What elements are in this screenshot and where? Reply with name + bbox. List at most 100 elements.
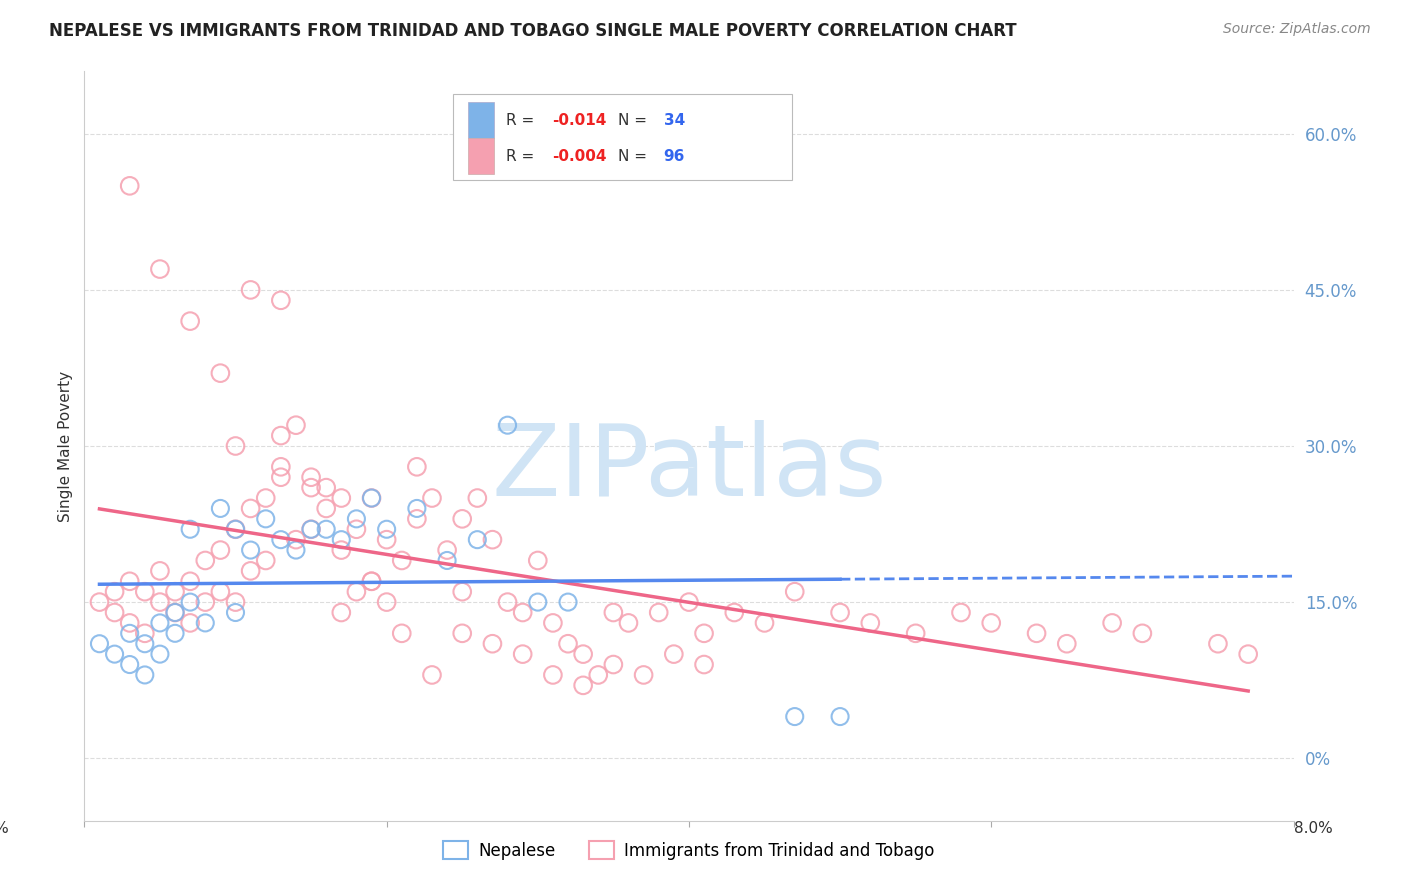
Point [270, 470, 292, 484]
Point [375, 533, 398, 547]
Point [360, 574, 382, 589]
Point [209, 501, 232, 516]
Point [89, 637, 111, 651]
Point [149, 595, 172, 609]
Point [693, 626, 716, 640]
Point [1206, 637, 1229, 651]
Point [315, 481, 337, 495]
Point [754, 615, 776, 630]
Point [134, 668, 156, 682]
Point [950, 606, 973, 620]
Point [285, 533, 308, 547]
Point [209, 584, 232, 599]
Point [89, 595, 111, 609]
Point [830, 606, 852, 620]
Point [436, 543, 458, 558]
Point [315, 501, 337, 516]
Point [693, 657, 716, 672]
Point [904, 626, 927, 640]
Point [330, 533, 353, 547]
Point [330, 491, 353, 505]
Point [134, 637, 156, 651]
Point [678, 595, 700, 609]
Point [194, 595, 217, 609]
Point [391, 626, 413, 640]
Point [165, 626, 187, 640]
Point [270, 533, 292, 547]
Point [149, 262, 172, 277]
Point [360, 491, 382, 505]
Point [451, 512, 474, 526]
FancyBboxPatch shape [468, 138, 495, 174]
Point [299, 522, 322, 536]
Point [299, 470, 322, 484]
Point [118, 657, 141, 672]
Text: 34: 34 [664, 112, 685, 128]
Point [149, 647, 172, 661]
Point [165, 606, 187, 620]
Point [134, 584, 156, 599]
Point [467, 491, 489, 505]
Point [451, 626, 474, 640]
Point [648, 606, 671, 620]
Point [527, 553, 550, 567]
Point [179, 522, 201, 536]
Point [179, 615, 201, 630]
Point [1132, 626, 1154, 640]
Point [270, 428, 292, 442]
Point [149, 564, 172, 578]
Point [149, 615, 172, 630]
Point [118, 178, 141, 193]
Point [481, 637, 503, 651]
Point [209, 543, 232, 558]
Point [225, 606, 247, 620]
Point [541, 615, 564, 630]
Point [118, 574, 141, 589]
Point [467, 533, 489, 547]
Point [451, 584, 474, 599]
Text: Source: ZipAtlas.com: Source: ZipAtlas.com [1223, 22, 1371, 37]
Point [346, 584, 368, 599]
Point [254, 512, 277, 526]
Point [617, 615, 640, 630]
Point [315, 522, 337, 536]
Point [1056, 637, 1078, 651]
Point [830, 709, 852, 723]
Point [299, 522, 322, 536]
Text: R =: R = [506, 112, 540, 128]
Point [270, 293, 292, 308]
Point [662, 647, 685, 661]
Point [1237, 647, 1260, 661]
Point [391, 553, 413, 567]
Text: #D0E4F5: #D0E4F5 [689, 467, 696, 468]
Point [254, 491, 277, 505]
Point [557, 637, 579, 651]
Point [527, 595, 550, 609]
Point [270, 459, 292, 474]
Point [209, 366, 232, 380]
Point [436, 553, 458, 567]
Point [225, 439, 247, 453]
Text: NEPALESE VS IMMIGRANTS FROM TRINIDAD AND TOBAGO SINGLE MALE POVERTY CORRELATION : NEPALESE VS IMMIGRANTS FROM TRINIDAD AND… [49, 22, 1017, 40]
Point [572, 647, 595, 661]
Point [602, 657, 624, 672]
Point [859, 615, 882, 630]
Point [406, 512, 429, 526]
Point [602, 606, 624, 620]
Point [420, 491, 443, 505]
Text: 0.0%: 0.0% [0, 821, 8, 836]
Point [783, 709, 806, 723]
Point [572, 678, 595, 692]
Text: ZIPatlas: ZIPatlas [491, 420, 887, 517]
Point [360, 574, 382, 589]
FancyBboxPatch shape [453, 94, 792, 180]
Point [588, 668, 610, 682]
Point [375, 522, 398, 536]
Point [194, 553, 217, 567]
Point [375, 595, 398, 609]
Point [179, 595, 201, 609]
Point [118, 626, 141, 640]
Point [496, 595, 519, 609]
Point [541, 668, 564, 682]
Point [512, 606, 534, 620]
